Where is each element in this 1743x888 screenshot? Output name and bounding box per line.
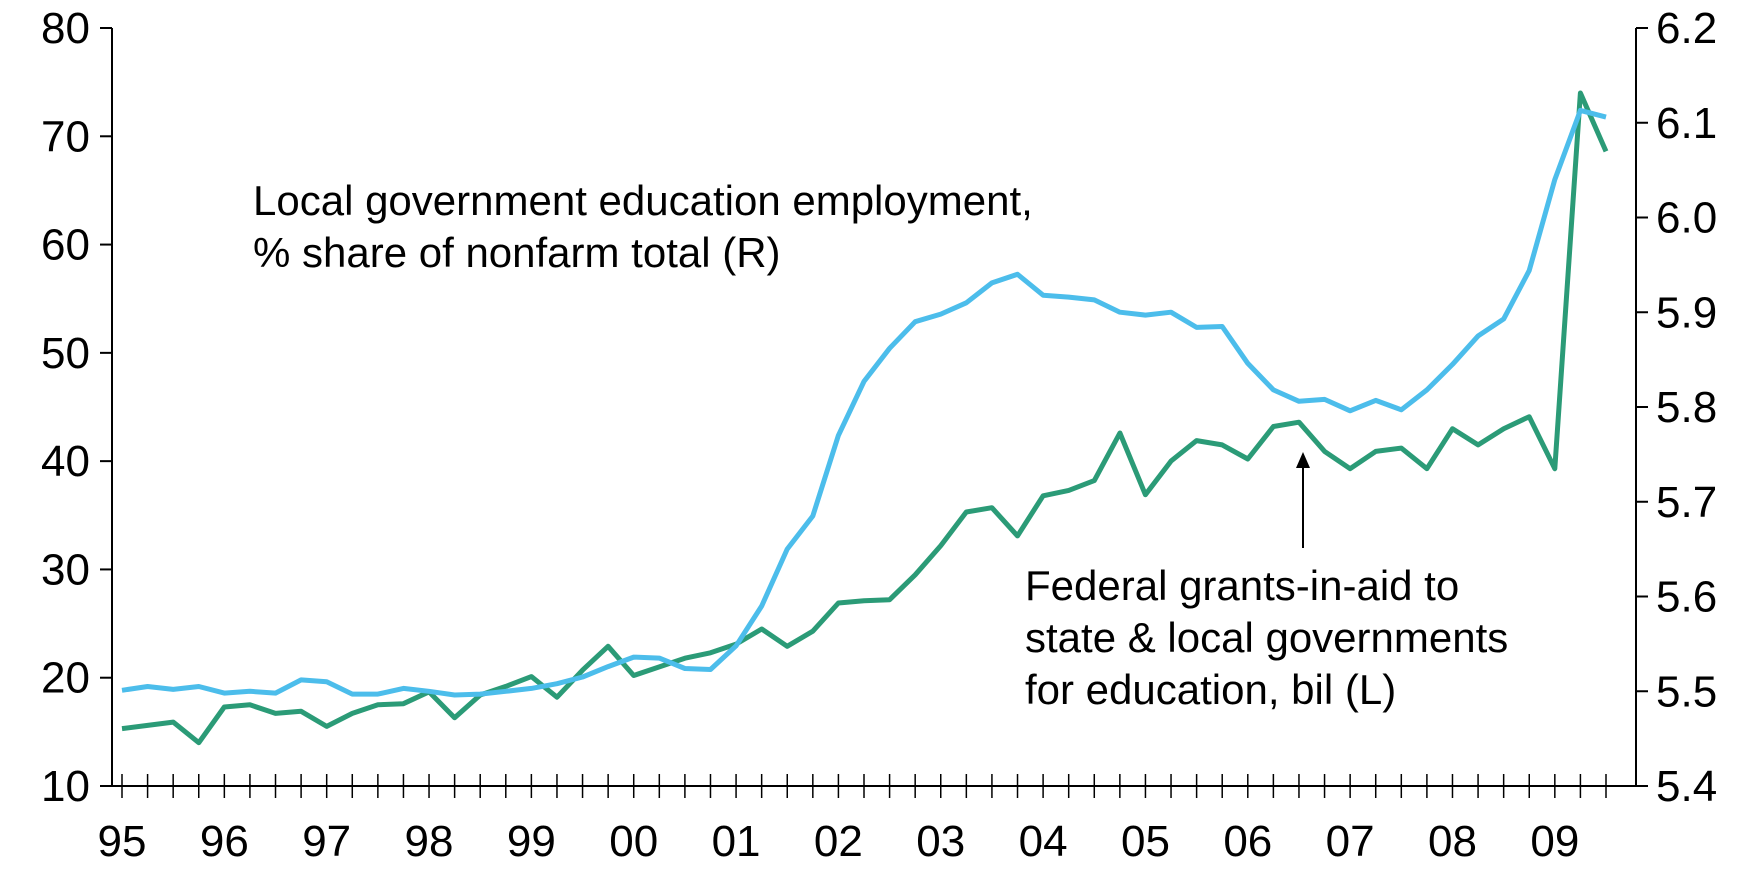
x-tick-label: 00	[609, 817, 658, 866]
series-annotation: state & local governments	[1025, 614, 1508, 661]
x-tick-label: 04	[1019, 817, 1068, 866]
x-tick-label: 06	[1223, 817, 1272, 866]
x-tick-label: 95	[98, 817, 147, 866]
x-tick-label: 96	[200, 817, 249, 866]
y-tick-label: 70	[41, 112, 90, 161]
series-annotation: Local government education employment,	[253, 177, 1033, 224]
y-tick-label: 40	[41, 437, 90, 486]
y-tick-label: 50	[41, 329, 90, 378]
x-tick-label: 07	[1326, 817, 1375, 866]
y2-tick-label: 5.4	[1656, 762, 1717, 811]
series-annotation: % share of nonfarm total (R)	[253, 229, 781, 276]
annotation-arrowhead	[1296, 452, 1310, 468]
y2-tick-label: 6.2	[1656, 4, 1717, 53]
y2-tick-label: 5.8	[1656, 383, 1717, 432]
series-annotation: for education, bil (L)	[1025, 666, 1396, 713]
y-tick-label: 20	[41, 654, 90, 703]
x-tick-label: 97	[302, 817, 351, 866]
x-tick-label: 99	[507, 817, 556, 866]
x-tick-label: 08	[1428, 817, 1477, 866]
x-tick-label: 02	[814, 817, 863, 866]
y2-tick-label: 5.9	[1656, 288, 1717, 337]
y-tick-label: 80	[41, 4, 90, 53]
y-tick-label: 60	[41, 221, 90, 270]
y-tick-label: 30	[41, 545, 90, 594]
y2-tick-label: 5.5	[1656, 667, 1717, 716]
x-tick-label: 98	[405, 817, 454, 866]
x-tick-label: 05	[1121, 817, 1170, 866]
y2-tick-label: 6.1	[1656, 99, 1717, 148]
x-tick-label: 01	[712, 817, 761, 866]
series-annotation: Federal grants-in-aid to	[1025, 562, 1459, 609]
x-tick-label: 03	[916, 817, 965, 866]
series-line	[121, 90, 1609, 746]
series-line	[121, 107, 1607, 698]
y2-tick-label: 5.7	[1656, 478, 1717, 527]
y2-tick-label: 6.0	[1656, 194, 1717, 243]
y2-tick-label: 5.6	[1656, 573, 1717, 622]
y-tick-label: 10	[41, 762, 90, 811]
x-tick-label: 09	[1530, 817, 1579, 866]
